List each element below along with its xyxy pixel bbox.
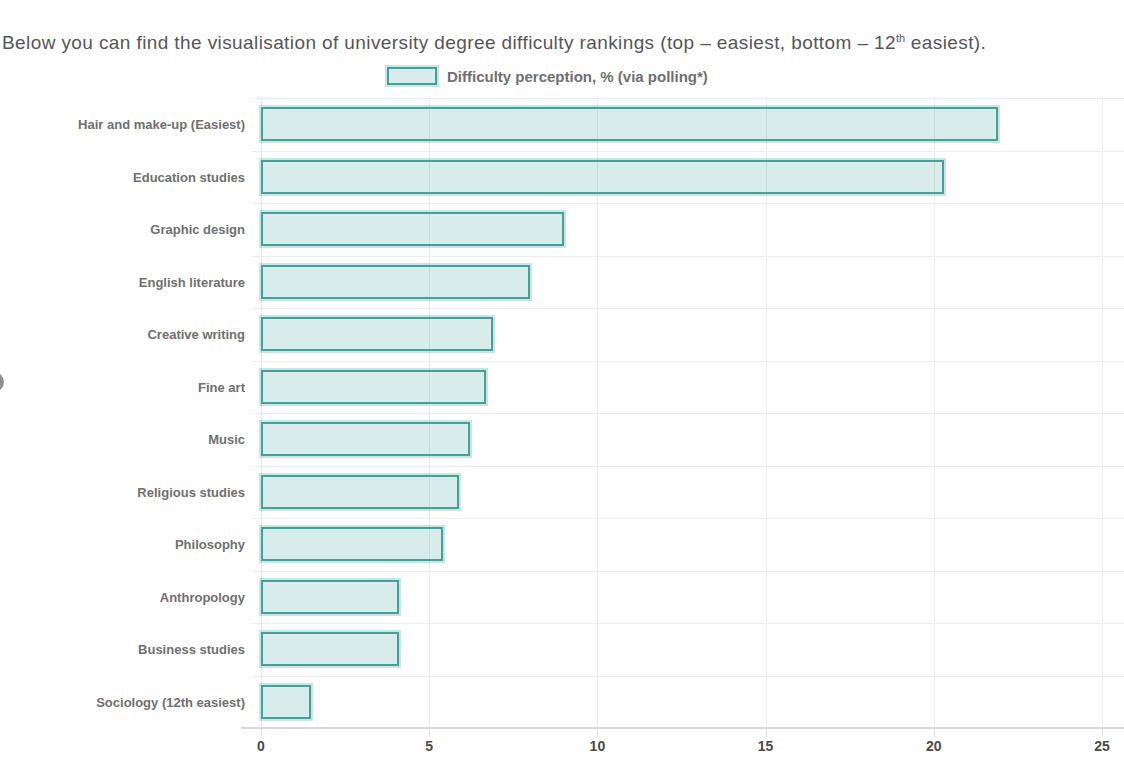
gridline-horizontal <box>252 151 1124 152</box>
bar <box>261 212 564 246</box>
category-label: Music <box>0 432 245 448</box>
x-tick-label: 15 <box>744 738 788 754</box>
plot-area: 0510152025 <box>261 98 1124 728</box>
axis-tick-mark <box>934 728 935 737</box>
gridline-horizontal <box>252 413 1124 414</box>
bar <box>261 160 944 194</box>
x-tick-label: 10 <box>575 738 619 754</box>
gridline-horizontal <box>252 98 1124 99</box>
category-label: Creative writing <box>0 327 245 343</box>
bar <box>261 265 530 299</box>
bar <box>261 317 493 351</box>
axis-tick-mark <box>429 728 430 737</box>
category-label: Graphic design <box>0 222 245 238</box>
bar <box>261 580 399 614</box>
category-label: Anthropology <box>0 590 245 606</box>
axis-tick-mark <box>1102 728 1103 737</box>
x-tick-label: 25 <box>1080 738 1124 754</box>
legend-swatch-icon <box>387 67 437 85</box>
x-tick-label: 5 <box>407 738 451 754</box>
gridline-horizontal <box>252 676 1124 677</box>
gridline-horizontal <box>252 518 1124 519</box>
category-label: Sociology (12th easiest) <box>0 695 245 711</box>
gridline-horizontal <box>252 361 1124 362</box>
bar <box>261 475 459 509</box>
gridline-horizontal <box>252 623 1124 624</box>
category-label: Philosophy <box>0 537 245 553</box>
gridline-horizontal <box>252 308 1124 309</box>
bar <box>261 632 399 666</box>
x-axis-line <box>241 727 1124 729</box>
legend-label: Difficulty perception, % (via polling*) <box>447 68 708 85</box>
bar <box>261 107 998 141</box>
category-label: Business studies <box>0 642 245 658</box>
axis-tick-mark <box>597 728 598 737</box>
page-title-suffix: easiest). <box>905 32 986 53</box>
category-label: Hair and make-up (Easiest) <box>0 117 245 133</box>
axis-tick-mark <box>261 728 262 737</box>
chart-legend[interactable]: Difficulty perception, % (via polling*) <box>387 66 708 86</box>
gridline-horizontal <box>252 466 1124 467</box>
bar <box>261 685 311 719</box>
page-title-superscript: th <box>896 32 905 44</box>
x-tick-label: 0 <box>239 738 283 754</box>
x-tick-label: 20 <box>912 738 956 754</box>
bar <box>261 422 470 456</box>
category-axis: Hair and make-up (Easiest) Education stud… <box>0 98 245 728</box>
gridline-horizontal <box>252 256 1124 257</box>
page: Below you can find the visualisation of … <box>0 0 1124 770</box>
category-label: English literature <box>0 275 245 291</box>
category-label: Education studies <box>0 170 245 186</box>
gridline-horizontal <box>252 571 1124 572</box>
gridline-horizontal <box>252 203 1124 204</box>
bar <box>261 527 443 561</box>
category-label: Religious studies <box>0 485 245 501</box>
gridline-vertical <box>1102 98 1103 728</box>
category-label: Fine art <box>0 380 245 396</box>
axis-tick-mark <box>766 728 767 737</box>
page-title: Below you can find the visualisation of … <box>2 25 1122 56</box>
page-title-text: Below you can find the visualisation of … <box>2 32 896 53</box>
bar <box>261 370 486 404</box>
